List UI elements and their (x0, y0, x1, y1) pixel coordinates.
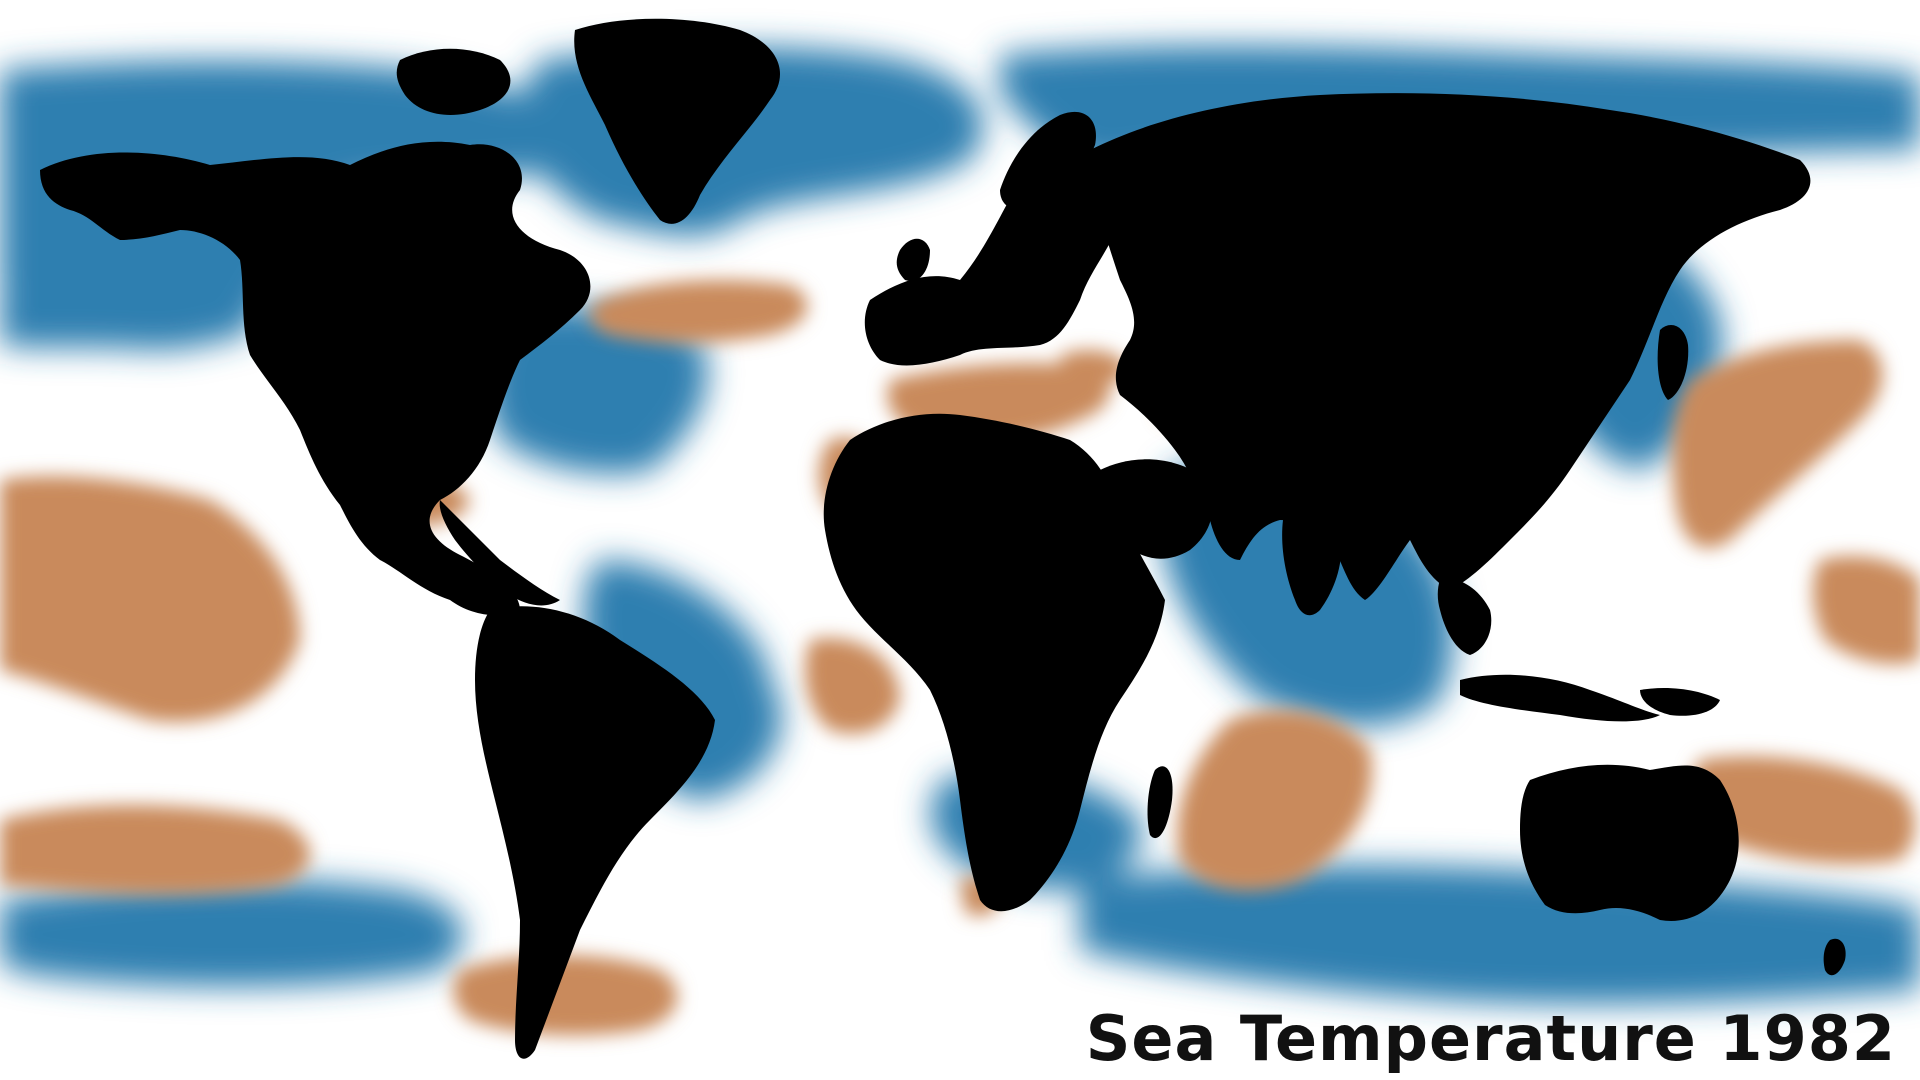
land-indonesia (1460, 674, 1660, 722)
warm-region-south-pacific (0, 805, 310, 895)
land-south-america (475, 606, 715, 1059)
warm-anomaly-layer (0, 280, 1920, 1036)
cold-region-southern-ocean-west (0, 879, 464, 987)
warm-region-cape-horn (453, 955, 678, 1036)
land-north-america (40, 141, 591, 616)
warm-region-black-sea (1060, 350, 1130, 386)
land-layer (40, 18, 1846, 1059)
land-arctic-islands (396, 48, 511, 115)
land-japan (1657, 325, 1689, 400)
land-europe (864, 149, 1124, 366)
land-australia (1520, 764, 1739, 921)
warm-region-indian-ocean (1177, 710, 1372, 891)
land-greenland (574, 18, 780, 224)
land-arabia (1098, 459, 1213, 559)
land-madagascar (1147, 766, 1173, 839)
warm-region-central-pacific (0, 476, 300, 722)
land-new-guinea (1640, 688, 1720, 716)
land-india (1282, 499, 1342, 616)
land-scandinavia (1000, 111, 1096, 210)
warm-region-south-atlantic (805, 638, 900, 734)
land-new-zealand (1823, 938, 1846, 976)
warm-region-north-pacific-east (1672, 340, 1883, 548)
land-british-isles (896, 238, 930, 281)
land-southeast-asia (1437, 579, 1492, 655)
map-title: Sea Temperature 1982 (1085, 1002, 1896, 1075)
warm-region-east-pacific-tropics (1813, 556, 1920, 664)
land-asia (1089, 93, 1811, 600)
land-central-america (439, 500, 560, 606)
land-africa (823, 413, 1165, 912)
warm-region-gulf-stream (589, 280, 808, 343)
cold-region-pacific-stream (0, 281, 252, 350)
cold-region-mid-atlantic (486, 306, 708, 474)
warm-region-tasman (1691, 756, 1915, 864)
